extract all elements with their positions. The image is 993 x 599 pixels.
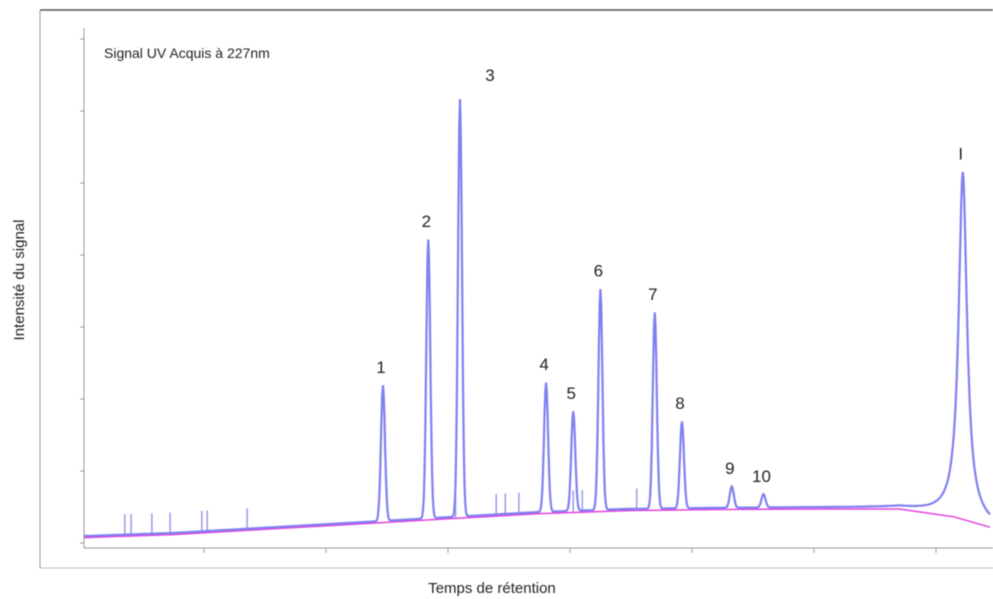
peak-label-6: 6 xyxy=(594,262,603,281)
peak-label-I: I xyxy=(958,145,963,164)
peak-label-5: 5 xyxy=(566,384,575,403)
peak-label-4: 4 xyxy=(539,355,548,374)
peak-label-1: 1 xyxy=(376,358,385,377)
uv-signal-series-line xyxy=(84,99,991,538)
peak-label-3: 3 xyxy=(485,66,494,85)
peak-label-2: 2 xyxy=(422,212,431,231)
peak-label-9: 9 xyxy=(725,459,734,478)
peak-label-8: 8 xyxy=(675,394,684,413)
peak-label-10: 10 xyxy=(752,467,771,486)
baseline-series-line xyxy=(83,508,991,539)
y-axis-label: Intensité du signal xyxy=(11,220,28,341)
peak-label-7: 7 xyxy=(648,285,657,304)
minor-peaks xyxy=(124,488,638,537)
axis-ticks xyxy=(80,38,937,553)
chart-title: Signal UV Acquis à 227nm xyxy=(104,45,270,61)
peak-labels: 1 2 3 45 6 7 8 9 10 I xyxy=(376,66,963,486)
x-axis-label: Temps de rétention xyxy=(428,580,556,597)
